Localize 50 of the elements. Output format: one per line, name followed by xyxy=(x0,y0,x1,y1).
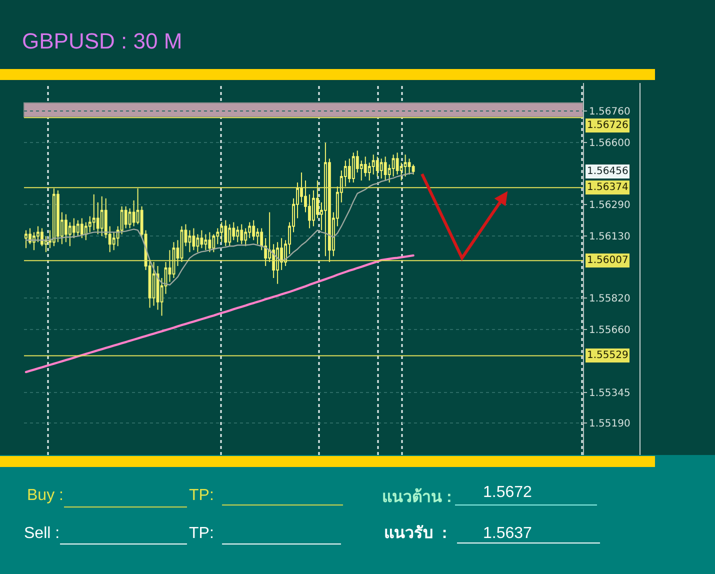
candlestick xyxy=(364,156,367,177)
candlestick xyxy=(276,242,280,284)
candlestick xyxy=(236,226,240,243)
candlestick xyxy=(180,226,184,263)
text: แนวรับ : xyxy=(384,524,448,542)
y-tick-label: 1.56600 xyxy=(589,138,630,150)
candlestick xyxy=(80,218,84,239)
ref-line-label: 1.56007 xyxy=(587,255,628,266)
candlestick xyxy=(64,214,68,243)
ref-line-label: 1.56374 xyxy=(587,182,628,193)
candlestick xyxy=(224,220,228,247)
text: TP: xyxy=(189,487,214,504)
candlestick xyxy=(204,234,208,251)
y-tick-label: 1.56290 xyxy=(589,200,630,211)
y-tick-label: 1.56130 xyxy=(589,232,630,243)
candlestick xyxy=(192,228,196,251)
candlestick xyxy=(52,188,56,247)
candlestick xyxy=(100,196,104,237)
candlestick xyxy=(408,158,411,176)
y-tick-label: 1.55660 xyxy=(589,325,630,336)
candlestick xyxy=(56,190,60,243)
candlestick xyxy=(92,194,96,231)
text: แนวต้าน : xyxy=(382,488,452,506)
candlestick xyxy=(380,158,383,179)
ref-line-label: 1.55529 xyxy=(587,350,628,361)
candlestick xyxy=(252,220,256,241)
y-tick-label: 1.55190 xyxy=(589,418,630,430)
annotation: 1.56456 xyxy=(587,166,628,177)
y-tick-label: 1.56760 xyxy=(589,106,630,118)
text: Buy : xyxy=(27,487,64,504)
candlestick xyxy=(352,152,355,183)
y-tick-label: 1.55820 xyxy=(589,293,630,304)
candlestick xyxy=(152,262,156,306)
candlestick xyxy=(404,154,407,177)
line-series xyxy=(24,254,414,374)
candlestick xyxy=(240,224,244,245)
text: Sell : xyxy=(24,525,60,542)
candlestick xyxy=(384,156,387,181)
y-tick-label: 1.55345 xyxy=(589,388,630,399)
candlestick xyxy=(200,230,204,249)
candlestick xyxy=(228,224,232,247)
candlestick xyxy=(208,232,212,253)
ref-line-label: 1.56726 xyxy=(587,120,628,131)
text: 1.5637 xyxy=(483,525,532,542)
text: TP: xyxy=(189,525,214,542)
candlestick xyxy=(24,230,28,249)
text: 1.5672 xyxy=(483,484,532,501)
candlestick xyxy=(76,220,80,237)
line-series xyxy=(25,172,414,286)
chart-title: GBPUSD : 30 M xyxy=(22,28,182,54)
